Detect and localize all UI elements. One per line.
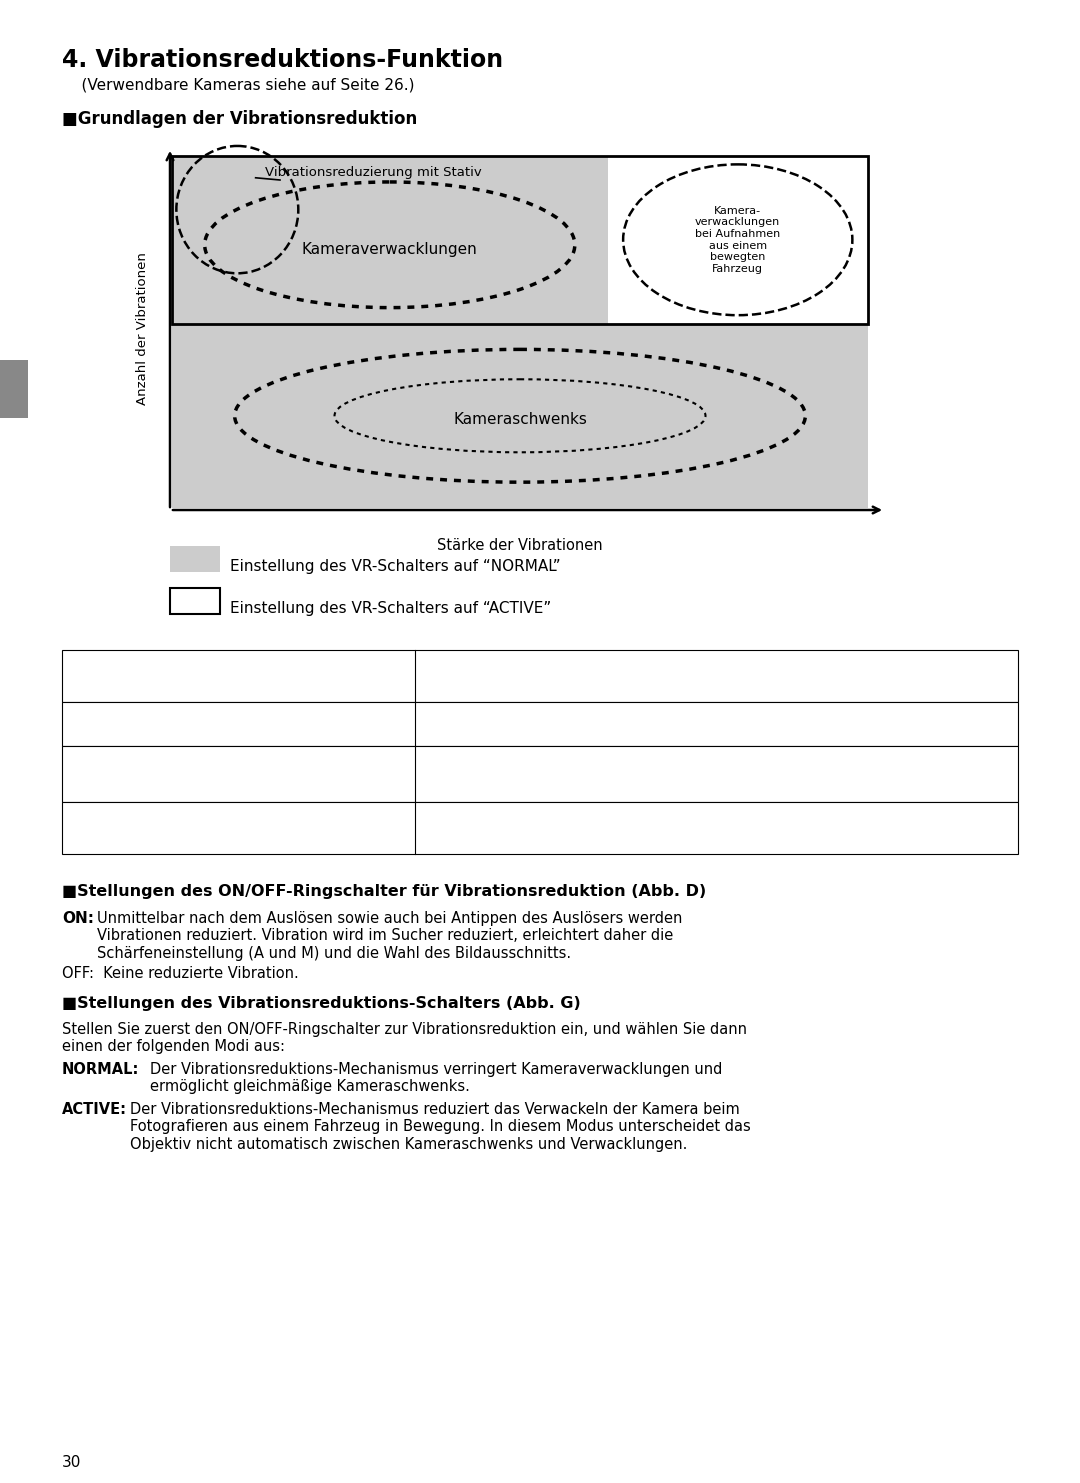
Text: Den VR-Schalter auf “NORMAL”
oder “ACTIVE” stellen.: Den VR-Schalter auf “NORMAL” oder “ACTIV…: [423, 810, 638, 841]
Bar: [172, 156, 607, 323]
Text: NORMAL:: NORMAL:: [62, 1062, 139, 1077]
Bar: [172, 323, 868, 509]
Text: Den VR-Schalter auf “NORMAL”
oder “ACTIVE” stellen.: Den VR-Schalter auf “NORMAL” oder “ACTIV…: [423, 658, 638, 688]
Text: Bei normalen Aufnahmen: Bei normalen Aufnahmen: [69, 658, 246, 672]
Text: Der Vibrationsreduktions-Mechanismus verringert Kameraverwacklungen und
ermöglic: Der Vibrationsreduktions-Mechanismus ver…: [150, 1062, 723, 1094]
Text: Den VR-Schalter auf “NORMAL” stellen.: Den VR-Schalter auf “NORMAL” stellen.: [423, 710, 693, 724]
Bar: [62, 701, 1018, 746]
Text: 4. Vibrationsreduktions-Funktion: 4. Vibrationsreduktions-Funktion: [62, 47, 503, 73]
Text: Einstellung des VR-Schalters auf “ACTIVE”: Einstellung des VR-Schalters auf “ACTIVE…: [230, 601, 551, 615]
Bar: [170, 587, 220, 614]
Text: Der Vibrationsreduktions-Mechanismus reduziert das Verwackeln der Kamera beim
Fo: Der Vibrationsreduktions-Mechanismus red…: [130, 1102, 751, 1152]
Text: Kameraverwacklungen: Kameraverwacklungen: [302, 242, 477, 257]
Bar: [62, 802, 1018, 854]
Text: Stellen Sie zuerst den ON/OFF-Ringschalter zur Vibrationsreduktion ein, und wähl: Stellen Sie zuerst den ON/OFF-Ringschalt…: [62, 1022, 747, 1054]
Bar: [172, 156, 868, 323]
Text: Unmittelbar nach dem Auslösen sowie auch bei Antippen des Auslösers werden
Vibra: Unmittelbar nach dem Auslösen sowie auch…: [97, 911, 683, 961]
Text: Bei Schwenkaufnahmen: Bei Schwenkaufnahmen: [69, 710, 237, 724]
Bar: [0, 360, 28, 418]
Text: Anzahl der Vibrationen: Anzahl der Vibrationen: [135, 252, 149, 405]
Text: (Verwendbare Kameras siehe auf Seite 26.): (Verwendbare Kameras siehe auf Seite 26.…: [62, 79, 415, 93]
Text: Kameraschwenks: Kameraschwenks: [454, 412, 586, 427]
Text: ACTIVE:: ACTIVE:: [62, 1102, 127, 1117]
Text: ■Stellungen des ON/OFF-Ringschalter für Vibrationsreduktion (Abb. D): ■Stellungen des ON/OFF-Ringschalter für …: [62, 884, 706, 899]
Text: ■Grundlagen der Vibrationsreduktion: ■Grundlagen der Vibrationsreduktion: [62, 110, 417, 128]
Text: Bei Aufnahmen aus einem Fahrzeug
in Bewegung: Bei Aufnahmen aus einem Fahrzeug in Bewe…: [69, 753, 320, 785]
Text: OFF:  Keine reduzierte Vibration.: OFF: Keine reduzierte Vibration.: [62, 965, 299, 980]
Text: ON:: ON:: [62, 911, 94, 925]
Bar: [170, 546, 220, 572]
Text: Kamera-
verwacklungen
bei Aufnahmen
aus einem
bewegten
Fahrzeug: Kamera- verwacklungen bei Aufnahmen aus …: [696, 206, 781, 274]
Text: De: De: [2, 381, 26, 396]
Text: ■Stellungen des Vibrationsreduktions-Schalters (Abb. G): ■Stellungen des Vibrationsreduktions-Sch…: [62, 997, 581, 1011]
Bar: [62, 746, 1018, 802]
Text: Einstellung des VR-Schalters auf “NORMAL”: Einstellung des VR-Schalters auf “NORMAL…: [230, 559, 561, 574]
Text: 30: 30: [62, 1455, 81, 1470]
Text: Den VR-Schalter auf “ACTIVE” stellen.: Den VR-Schalter auf “ACTIVE” stellen.: [423, 753, 685, 768]
Text: Bei Stativaufnahmen: Bei Stativaufnahmen: [69, 810, 215, 825]
Bar: [62, 650, 1018, 701]
Text: Stärke der Vibrationen: Stärke der Vibrationen: [437, 538, 603, 553]
Text: Vibrationsreduzierung mit Stativ: Vibrationsreduzierung mit Stativ: [265, 166, 482, 179]
